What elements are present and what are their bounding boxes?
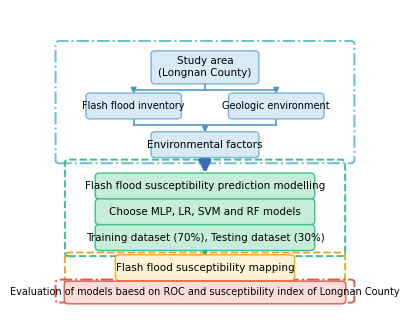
- FancyBboxPatch shape: [151, 132, 259, 157]
- FancyBboxPatch shape: [95, 199, 315, 225]
- Text: Evaluation of models baesd on ROC and susceptibility index of Longnan County: Evaluation of models baesd on ROC and su…: [10, 287, 400, 297]
- Text: Study area
(Longnan County): Study area (Longnan County): [158, 57, 252, 78]
- Text: Training dataset (70%), Testing dataset (30%): Training dataset (70%), Testing dataset …: [86, 232, 324, 243]
- Text: Geologic environment: Geologic environment: [222, 101, 330, 111]
- FancyBboxPatch shape: [95, 225, 315, 251]
- FancyBboxPatch shape: [86, 93, 182, 119]
- FancyBboxPatch shape: [95, 173, 315, 199]
- FancyBboxPatch shape: [151, 51, 259, 84]
- Text: Environmental factors: Environmental factors: [147, 140, 263, 150]
- Text: Choose MLP, LR, SVM and RF models: Choose MLP, LR, SVM and RF models: [109, 207, 301, 217]
- FancyBboxPatch shape: [64, 281, 346, 304]
- Text: Flash flood inventory: Flash flood inventory: [82, 101, 185, 111]
- Text: Flash flood susceptibility prediction modelling: Flash flood susceptibility prediction mo…: [85, 181, 325, 191]
- FancyBboxPatch shape: [228, 93, 324, 119]
- Text: Flash flood susceptibility mapping: Flash flood susceptibility mapping: [116, 263, 294, 273]
- FancyBboxPatch shape: [116, 255, 294, 281]
